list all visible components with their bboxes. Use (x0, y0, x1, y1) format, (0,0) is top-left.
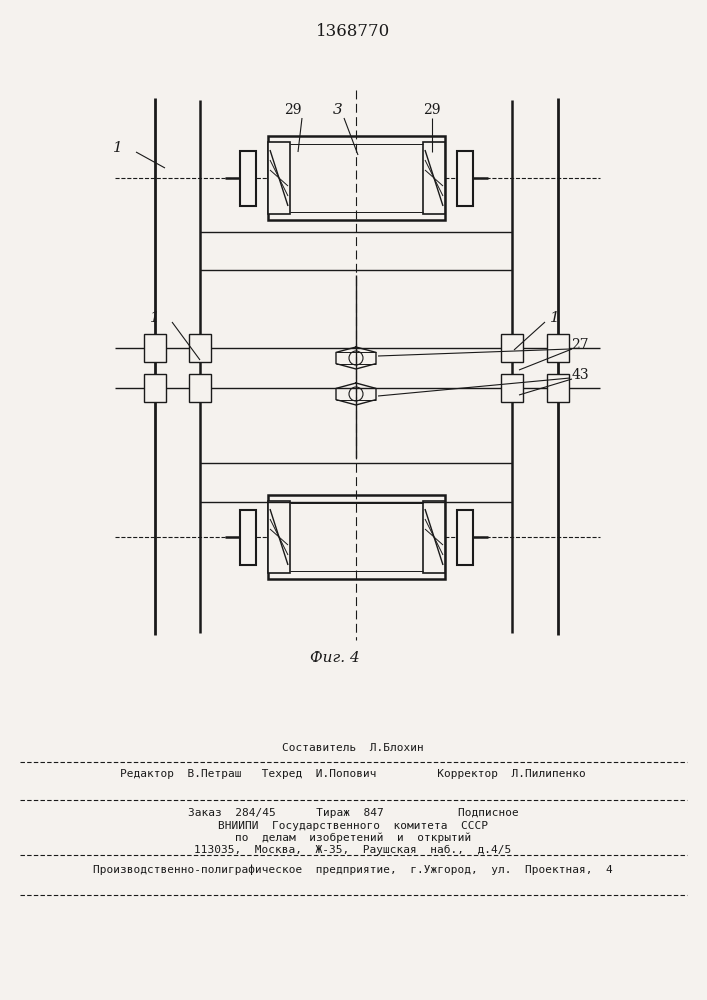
Bar (423, 142, 445, 214)
Text: 29: 29 (284, 103, 302, 117)
Bar (547, 374, 569, 402)
Bar (501, 374, 523, 402)
Text: по  делам  изобретений  и  открытий: по делам изобретений и открытий (235, 833, 471, 843)
Text: Производственно-полиграфическое  предприятие,  г.Ужгород,  ул.  Проектная,  4: Производственно-полиграфическое предприя… (93, 865, 613, 875)
Bar (144, 334, 166, 362)
Text: Составитель  Л.Блохин: Составитель Л.Блохин (282, 743, 424, 753)
Text: 113035,  Москва,  Ж-35,  Раушская  наб.,  д.4/5: 113035, Москва, Ж-35, Раушская наб., д.4… (194, 845, 512, 855)
Bar (189, 334, 211, 362)
Bar (240, 151, 256, 206)
Text: Заказ  284/45      Тираж  847           Подписное: Заказ 284/45 Тираж 847 Подписное (187, 808, 518, 818)
Text: ВНИИПИ  Государственного  комитета  СССР: ВНИИПИ Государственного комитета СССР (218, 821, 488, 831)
Text: 27: 27 (571, 338, 589, 352)
Text: 3: 3 (333, 103, 343, 117)
Text: 1368770: 1368770 (316, 23, 390, 40)
Bar (268, 501, 290, 573)
Text: Редактор  В.Петраш   Техред  И.Попович         Корректор  Л.Пилипенко: Редактор В.Петраш Техред И.Попович Корре… (120, 769, 586, 779)
Bar (268, 495, 445, 579)
Text: 43: 43 (571, 368, 589, 382)
Text: 1: 1 (550, 311, 560, 325)
Text: 1: 1 (150, 311, 160, 325)
Bar (240, 510, 256, 565)
Bar (457, 151, 473, 206)
Bar (547, 334, 569, 362)
Text: 1: 1 (113, 141, 123, 155)
Text: 29: 29 (423, 103, 440, 117)
Bar (189, 374, 211, 402)
Bar (268, 142, 290, 214)
Bar (423, 501, 445, 573)
Text: Фиг. 4: Фиг. 4 (310, 651, 360, 665)
Bar (144, 374, 166, 402)
Bar (457, 510, 473, 565)
Bar (501, 334, 523, 362)
Bar (268, 136, 445, 220)
